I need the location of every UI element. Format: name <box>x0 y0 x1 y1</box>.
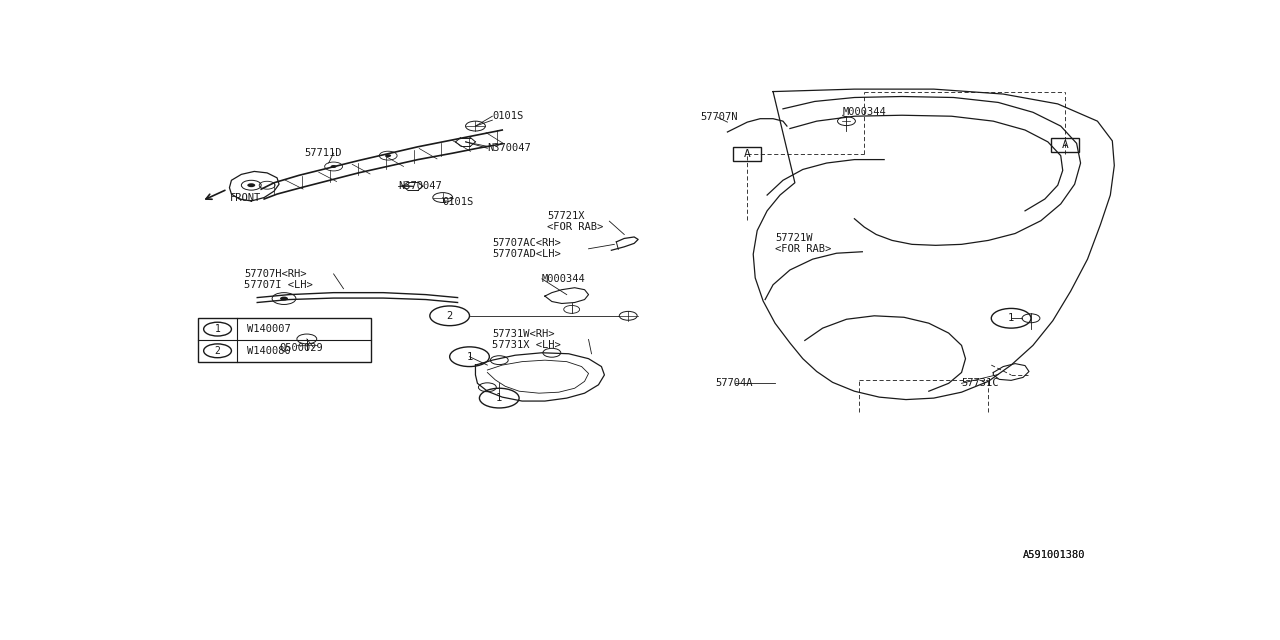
Text: FRONT: FRONT <box>229 193 261 202</box>
Text: 57711D: 57711D <box>303 148 342 158</box>
Text: 57707H<RH>: 57707H<RH> <box>244 269 307 279</box>
Text: 1: 1 <box>215 324 220 334</box>
Text: 57731X <LH>: 57731X <LH> <box>493 340 561 350</box>
Text: N370047: N370047 <box>488 143 531 153</box>
Text: 57704A: 57704A <box>716 378 753 388</box>
Text: A: A <box>744 149 750 159</box>
Circle shape <box>247 183 255 187</box>
Text: 57707I <LH>: 57707I <LH> <box>244 280 314 290</box>
Text: 1: 1 <box>466 352 472 362</box>
Text: N370047: N370047 <box>398 181 442 191</box>
Text: <FOR RAB>: <FOR RAB> <box>547 221 603 232</box>
Text: 57721W: 57721W <box>776 234 813 243</box>
Text: 1: 1 <box>497 393 502 403</box>
Text: A591001380: A591001380 <box>1023 550 1085 560</box>
Circle shape <box>280 296 288 301</box>
Text: 0101S: 0101S <box>493 111 524 121</box>
Text: W140007: W140007 <box>247 324 291 334</box>
Text: 2: 2 <box>447 311 453 321</box>
Text: W140080: W140080 <box>247 346 291 356</box>
Text: 57707N: 57707N <box>700 112 739 122</box>
Text: 57707AC<RH>: 57707AC<RH> <box>493 238 561 248</box>
Text: <FOR RAB>: <FOR RAB> <box>776 244 831 254</box>
Text: 57731C: 57731C <box>961 378 998 388</box>
Text: 57731W<RH>: 57731W<RH> <box>493 329 554 339</box>
Text: 57707AD<LH>: 57707AD<LH> <box>493 249 561 259</box>
Text: M000344: M000344 <box>842 108 886 117</box>
Text: 1: 1 <box>1009 313 1014 323</box>
Text: 57721X: 57721X <box>547 211 585 221</box>
Text: 2: 2 <box>215 346 220 356</box>
Text: Q500029: Q500029 <box>279 343 323 353</box>
Text: 0101S: 0101S <box>443 198 474 207</box>
Circle shape <box>330 165 337 168</box>
Text: A591001380: A591001380 <box>1023 550 1085 560</box>
Circle shape <box>385 154 392 157</box>
Text: M000344: M000344 <box>541 274 586 284</box>
Text: A: A <box>1061 140 1068 150</box>
